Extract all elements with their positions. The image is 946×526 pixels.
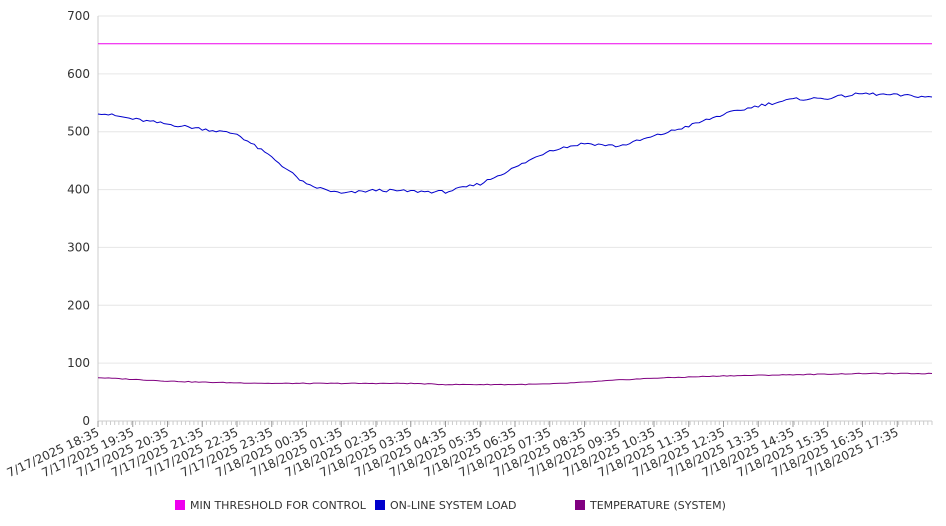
series-line bbox=[97, 92, 933, 194]
series-lines bbox=[97, 43, 933, 386]
y-tick-label: 0 bbox=[82, 414, 90, 428]
legend-label: MIN THRESHOLD FOR CONTROL bbox=[190, 499, 367, 512]
legend-swatch bbox=[375, 500, 385, 510]
y-axis: 0 100 200 300 400 500 600 700 bbox=[67, 9, 99, 428]
legend-label: TEMPERATURE (SYSTEM) bbox=[589, 499, 726, 512]
series-line bbox=[97, 372, 933, 386]
y-tick-label: 500 bbox=[67, 125, 90, 139]
y-tick-label: 100 bbox=[67, 356, 90, 370]
x-axis: 7/17/2025 18:357/17/2025 19:357/17/2025 … bbox=[5, 420, 933, 480]
legend-swatch bbox=[175, 500, 185, 510]
legend-swatch bbox=[575, 500, 585, 510]
y-tick-label: 700 bbox=[67, 9, 90, 23]
gridlines bbox=[98, 15, 932, 364]
legend: MIN THRESHOLD FOR CONTROL ON-LINE SYSTEM … bbox=[175, 499, 726, 512]
y-tick-label: 300 bbox=[67, 240, 90, 254]
y-tick-label: 400 bbox=[67, 183, 90, 197]
legend-label: ON-LINE SYSTEM LOAD bbox=[390, 499, 516, 512]
y-tick-label: 200 bbox=[67, 298, 90, 312]
y-tick-label: 600 bbox=[67, 67, 90, 81]
